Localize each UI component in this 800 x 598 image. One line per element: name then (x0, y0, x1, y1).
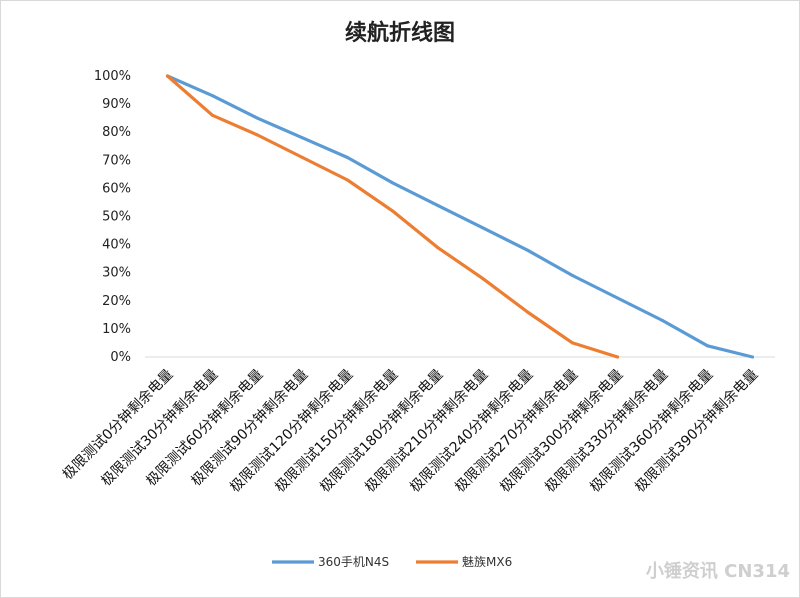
data-point (571, 341, 574, 345)
data-point (301, 155, 304, 159)
data-point (211, 113, 214, 117)
y-tick-label: 20% (102, 294, 131, 309)
data-point (436, 203, 439, 207)
data-point (166, 74, 169, 78)
data-point (661, 318, 664, 322)
data-point (706, 344, 709, 348)
y-tick-label: 0% (110, 350, 131, 365)
chart-title: 续航折线图 (345, 20, 455, 46)
data-point (436, 245, 439, 249)
x-axis-ticks: 极限测试0分钟剩余电量极限测试30分钟剩余电量极限测试60分钟剩余电量极限测试9… (59, 366, 761, 496)
y-tick-label: 90% (102, 97, 131, 112)
legend-label-1: 360手机N4S (318, 555, 389, 569)
series-line-1 (165, 74, 755, 359)
data-point (256, 116, 259, 120)
y-tick-label: 50% (102, 210, 131, 225)
y-axis-ticks: 0% 10% 20% 30% 40% 50% 60% 70% 80% 90% 100% (94, 69, 131, 365)
data-point (256, 133, 259, 137)
legend: 360手机N4S 魅族MX6 (272, 554, 512, 569)
data-point (571, 274, 574, 278)
data-point (481, 276, 484, 280)
data-point (391, 209, 394, 213)
y-tick-label: 80% (102, 125, 131, 140)
series-line-2 (165, 74, 620, 359)
data-point (211, 94, 214, 98)
data-point (481, 226, 484, 230)
data-point (616, 296, 619, 300)
y-tick-label: 60% (102, 181, 131, 196)
y-tick-label: 40% (102, 238, 131, 253)
data-point (346, 178, 349, 182)
data-point (526, 310, 529, 314)
y-tick-label: 100% (94, 69, 131, 84)
y-tick-label: 10% (102, 322, 131, 337)
data-point (616, 355, 619, 359)
data-point (346, 155, 349, 159)
data-point (751, 355, 754, 359)
watermark: 小锤资讯 CN314 (646, 560, 790, 582)
data-point (301, 136, 304, 140)
legend-label-2: 魅族MX6 (462, 554, 512, 569)
y-tick-label: 30% (102, 266, 131, 281)
data-point (526, 248, 529, 252)
series-lines (165, 74, 755, 359)
y-tick-label: 70% (102, 153, 131, 168)
data-point (391, 181, 394, 185)
